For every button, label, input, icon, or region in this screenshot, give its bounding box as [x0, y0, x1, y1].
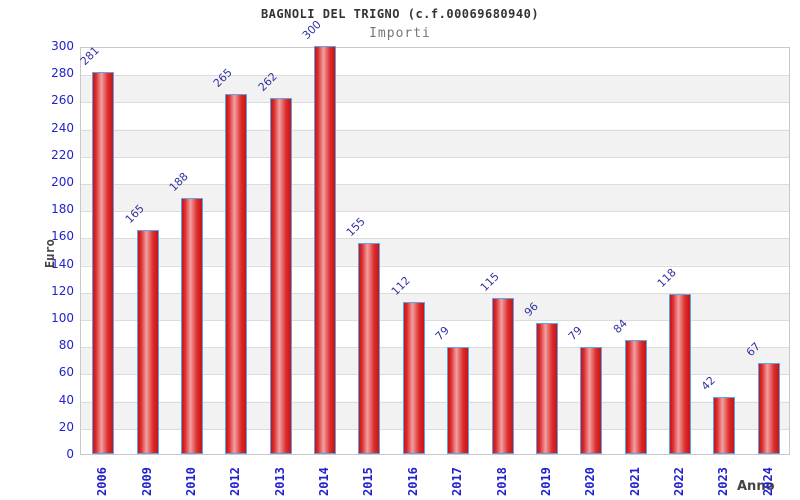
bar	[491, 298, 514, 454]
y-tick-label: 240	[51, 120, 74, 135]
bar	[713, 397, 736, 454]
bar	[757, 363, 780, 454]
bar	[358, 243, 381, 454]
x-tick-label: 2020	[583, 467, 598, 496]
y-tick-label: 300	[51, 39, 74, 53]
x-tick-label: 2016	[405, 467, 420, 496]
bar	[624, 340, 647, 454]
x-tick-label: 2010	[183, 467, 198, 496]
x-tick-label: 2009	[139, 467, 154, 496]
bar	[92, 72, 115, 454]
bar	[225, 94, 248, 454]
gridline	[81, 292, 789, 294]
gridline	[81, 156, 789, 158]
bar	[269, 98, 292, 454]
y-tick-label: 80	[58, 338, 74, 353]
gridline	[81, 238, 789, 240]
gridline	[81, 320, 789, 321]
gridline	[81, 265, 789, 267]
y-tick-label: 220	[51, 147, 74, 162]
bar	[136, 230, 159, 454]
x-tick-label: 2014	[317, 467, 332, 496]
y-tick-label: 200	[51, 175, 74, 189]
bar	[535, 323, 558, 454]
y-tick-label: 260	[51, 93, 74, 108]
y-tick-label: 0	[66, 447, 74, 461]
x-tick-label: 2022	[672, 467, 687, 496]
bar	[402, 302, 425, 454]
bar	[669, 294, 692, 454]
x-tick-label: 2021	[627, 467, 642, 496]
chart-subtitle: Importi	[369, 26, 431, 41]
y-tick-label: 60	[58, 365, 74, 380]
y-tick-label: 100	[51, 311, 74, 325]
x-tick-label: 2013	[272, 467, 287, 496]
y-tick-label: 280	[51, 66, 74, 81]
bar	[580, 347, 603, 454]
gridline	[81, 129, 789, 131]
x-tick-label: 2023	[716, 467, 731, 496]
x-tick-label: 2017	[450, 467, 465, 496]
x-axis-title: Anno	[737, 479, 775, 494]
gridline	[81, 211, 789, 213]
y-tick-label: 120	[51, 283, 74, 298]
x-tick-label: 2012	[228, 467, 243, 496]
x-tick-label: 2015	[361, 467, 376, 496]
bar	[314, 46, 337, 454]
x-tick-label: 2006	[95, 467, 110, 496]
y-tick-label: 140	[51, 256, 74, 271]
x-tick-label: 2019	[538, 467, 553, 496]
bar	[180, 198, 203, 454]
x-tick-label: 2024	[760, 467, 775, 496]
y-tick-label: 180	[51, 202, 74, 217]
y-tick-label: 40	[58, 392, 74, 407]
bar	[447, 347, 470, 454]
y-tick-label: 20	[58, 419, 74, 434]
x-tick-label: 2018	[494, 467, 509, 496]
gridline	[81, 75, 789, 77]
gridline	[81, 347, 789, 349]
gridline	[81, 102, 789, 104]
plot-area	[80, 46, 790, 455]
gridline	[81, 184, 789, 185]
chart-title: BAGNOLI DEL TRIGNO (c.f.00069680940)	[260, 7, 540, 21]
gridline	[81, 401, 789, 403]
gridline	[81, 428, 789, 430]
y-tick-label: 160	[51, 229, 74, 244]
gridline	[81, 374, 789, 376]
